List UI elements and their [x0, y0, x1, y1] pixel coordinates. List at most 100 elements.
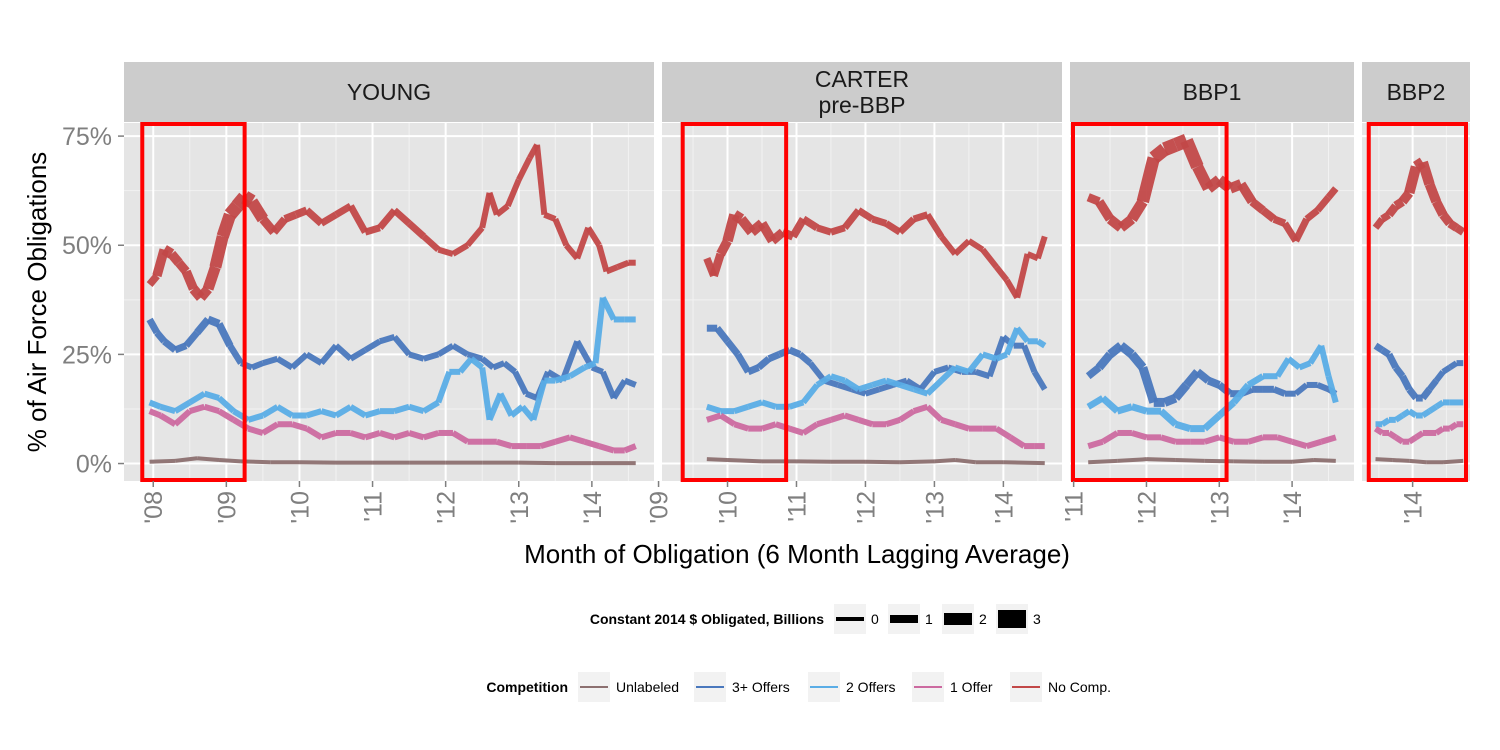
series-1-offer — [1373, 421, 1464, 445]
series-segment — [1394, 412, 1405, 423]
panel-bbp1: BBP1 '11 '12 '13 '14 — [1061, 62, 1354, 524]
series-segment — [227, 343, 244, 365]
series-segment — [480, 356, 496, 370]
series-segment — [524, 390, 539, 401]
series-segment — [1246, 373, 1265, 388]
color-legend-label: 2 Offers — [846, 679, 896, 695]
series-segment — [801, 421, 819, 436]
series-segment — [319, 343, 339, 366]
series-segment — [1086, 193, 1101, 206]
series-segment — [843, 412, 860, 423]
series-segment — [966, 352, 986, 374]
series-segment — [1313, 458, 1336, 463]
series-segment — [502, 360, 517, 375]
series-segment — [1085, 364, 1102, 380]
series-segment — [1247, 434, 1264, 445]
series-segment — [797, 351, 813, 366]
series-segment — [1318, 344, 1332, 377]
series-segment — [175, 259, 190, 275]
series-segment — [479, 192, 493, 229]
series-segment — [209, 235, 229, 269]
series-segment — [1316, 382, 1330, 393]
series-segment — [623, 377, 637, 388]
series-segment — [1160, 434, 1177, 445]
series-segment — [261, 404, 280, 419]
series-segment — [761, 421, 777, 432]
series-segment — [1202, 412, 1222, 432]
series-segment — [600, 296, 617, 321]
x-tick-label: '14 — [1279, 491, 1307, 524]
series-segment — [305, 408, 323, 419]
series-segment — [1021, 344, 1038, 373]
series-segment — [724, 339, 741, 357]
series-segment — [954, 364, 970, 375]
series-segment — [334, 404, 353, 419]
size-legend-title: Constant 2014 $ Obligated, Billions — [590, 611, 824, 627]
size-legend-label: 3 — [1033, 611, 1041, 627]
highlight-box — [1071, 122, 1229, 482]
series-no-comp — [703, 207, 1048, 300]
series-segment — [1228, 179, 1244, 194]
series-segment — [830, 373, 846, 384]
series-segment — [437, 246, 454, 257]
series-segment — [1162, 393, 1178, 407]
color-legend-label: 3+ Offers — [732, 679, 790, 695]
series-segment — [1434, 426, 1445, 436]
series-segment — [1095, 199, 1115, 222]
series-segment — [173, 399, 192, 414]
series-1-offer — [705, 403, 1045, 450]
series-segment — [451, 430, 470, 445]
series-segment — [530, 379, 548, 421]
series-segment — [206, 315, 221, 328]
x-tick-label: '09 — [646, 491, 674, 524]
x-tick-label: '11 — [783, 491, 811, 522]
series-segment — [709, 252, 725, 278]
x-tick-label: '13 — [1206, 491, 1234, 524]
series-segment — [934, 458, 956, 464]
series-segment — [940, 417, 957, 428]
series-segment — [967, 238, 985, 253]
series-segment — [1146, 457, 1176, 463]
series-segment — [364, 408, 381, 419]
series-segment — [716, 238, 732, 257]
series-segment — [392, 335, 412, 357]
series-2-offers — [148, 296, 636, 423]
series-segment — [203, 390, 220, 401]
series-segment — [146, 317, 160, 335]
series-segment — [1194, 368, 1211, 384]
series-segment — [899, 382, 915, 393]
series-segment — [912, 386, 929, 397]
series-segment — [1409, 458, 1427, 465]
series-segment — [1314, 194, 1332, 213]
series-segment — [1439, 211, 1454, 227]
series-segment — [1004, 327, 1020, 356]
series-segment — [1407, 408, 1418, 419]
x-tick-label: '12 — [433, 491, 461, 524]
series-segment — [585, 226, 602, 247]
series-segment — [856, 207, 875, 223]
series-segment — [596, 244, 610, 273]
series-segment — [509, 404, 525, 418]
series-segment — [816, 417, 832, 428]
series-segment — [1292, 217, 1310, 243]
series-segment — [1003, 460, 1045, 466]
series-segment — [1107, 342, 1124, 358]
series-segment — [788, 346, 802, 358]
series-segment — [1404, 165, 1422, 195]
series-segment — [767, 351, 781, 362]
series-segment — [1393, 197, 1405, 210]
series-segment — [377, 208, 398, 231]
series-segment — [161, 245, 175, 259]
series-segment — [871, 377, 888, 388]
x-tick-label: '13 — [506, 491, 534, 524]
series-segment — [1421, 408, 1432, 419]
x-tick-label: '10 — [715, 491, 743, 524]
series-segment — [1117, 215, 1136, 232]
series-segment — [829, 224, 846, 236]
series-segment — [980, 247, 999, 269]
series-segment — [539, 438, 557, 449]
series-segment — [1174, 420, 1192, 432]
series-segment — [275, 404, 294, 419]
series-segment — [1380, 347, 1391, 358]
